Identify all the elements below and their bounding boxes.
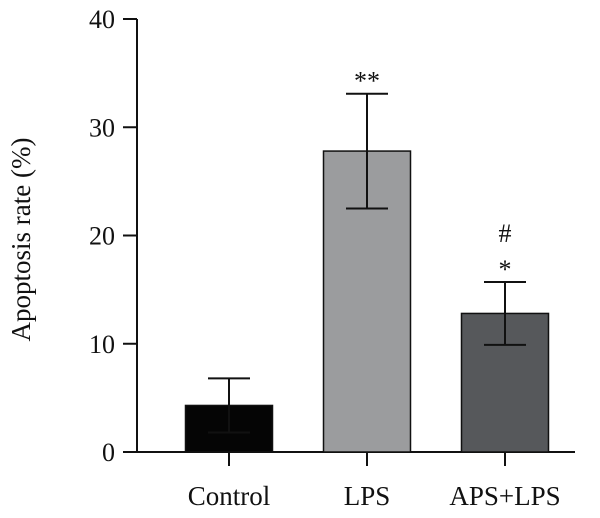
x-tick-label: LPS bbox=[344, 481, 391, 511]
y-tick-label: 20 bbox=[89, 222, 115, 251]
y-axis-title: Apoptosis rate (%) bbox=[6, 138, 36, 342]
y-tick-label: 30 bbox=[89, 113, 115, 142]
significance-annotations: ***# bbox=[354, 67, 512, 284]
x-axis: Control LPS APS+LPS bbox=[137, 451, 575, 511]
x-tick-label: APS+LPS bbox=[449, 481, 560, 511]
bar-aps-lps bbox=[460, 312, 550, 453]
x-tick-label: Control bbox=[188, 481, 271, 511]
significance-mark: ** bbox=[354, 67, 380, 96]
y-tick-label: 10 bbox=[89, 330, 115, 359]
y-axis: 0 10 20 30 40 bbox=[89, 5, 138, 467]
error-bars bbox=[208, 92, 526, 434]
significance-mark-top: # bbox=[499, 219, 512, 248]
y-tick-label: 0 bbox=[102, 438, 115, 467]
significance-mark: * bbox=[499, 255, 512, 284]
y-tick-label: 40 bbox=[89, 5, 115, 34]
